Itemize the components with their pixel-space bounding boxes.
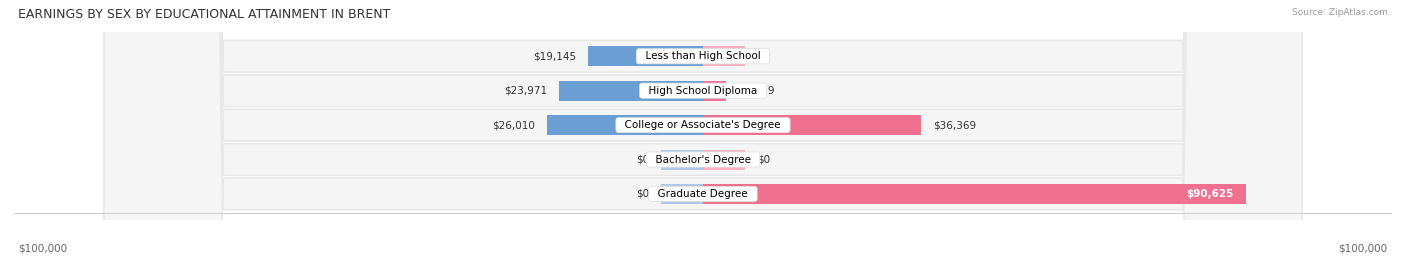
Text: Graduate Degree: Graduate Degree (651, 189, 755, 199)
Text: $0: $0 (636, 155, 650, 165)
Bar (703, 115, 921, 135)
FancyBboxPatch shape (104, 0, 1302, 268)
Text: $90,625: $90,625 (1187, 189, 1234, 199)
Text: $19,145: $19,145 (533, 51, 576, 61)
Text: Source: ZipAtlas.com: Source: ZipAtlas.com (1292, 8, 1388, 17)
FancyBboxPatch shape (104, 0, 1302, 268)
Text: $26,010: $26,010 (492, 120, 536, 130)
Text: $3,919: $3,919 (738, 86, 775, 96)
Text: $100,000: $100,000 (1339, 243, 1388, 253)
Bar (661, 184, 703, 204)
Text: College or Associate's Degree: College or Associate's Degree (619, 120, 787, 130)
Bar (703, 150, 745, 169)
FancyBboxPatch shape (104, 0, 1302, 268)
Bar (703, 184, 1246, 204)
FancyBboxPatch shape (104, 0, 1302, 268)
Text: High School Diploma: High School Diploma (643, 86, 763, 96)
Bar (703, 81, 727, 101)
Bar (703, 46, 745, 66)
Text: $0: $0 (756, 51, 770, 61)
Text: EARNINGS BY SEX BY EDUCATIONAL ATTAINMENT IN BRENT: EARNINGS BY SEX BY EDUCATIONAL ATTAINMEN… (18, 8, 391, 21)
Bar (547, 115, 703, 135)
Text: $0: $0 (636, 189, 650, 199)
Text: $0: $0 (756, 155, 770, 165)
Text: $36,369: $36,369 (932, 120, 976, 130)
Legend: Male, Female: Male, Female (645, 267, 761, 268)
FancyBboxPatch shape (104, 0, 1302, 268)
Bar (661, 150, 703, 169)
Bar (588, 46, 703, 66)
Text: Less than High School: Less than High School (638, 51, 768, 61)
Text: Bachelor's Degree: Bachelor's Degree (648, 155, 758, 165)
Bar (560, 81, 703, 101)
Text: $23,971: $23,971 (505, 86, 547, 96)
Text: $100,000: $100,000 (18, 243, 67, 253)
